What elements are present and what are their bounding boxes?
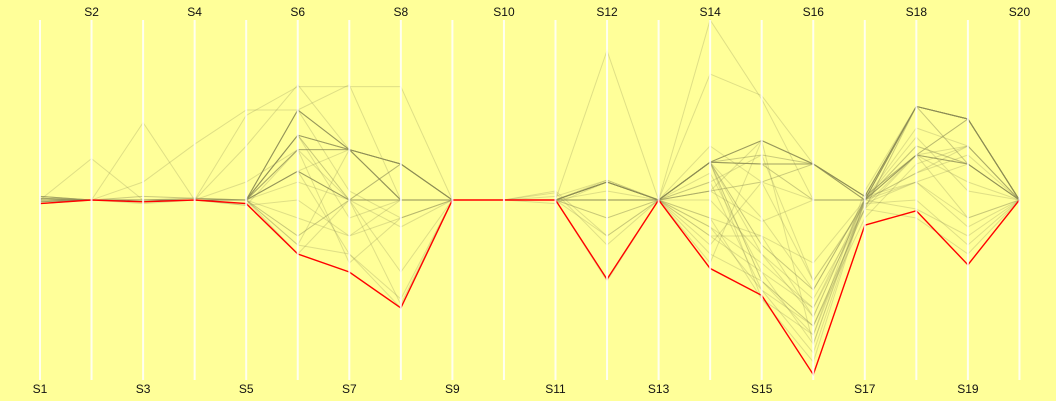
axis-label-s19: S19	[957, 382, 979, 396]
axis-label-s3: S3	[136, 382, 151, 396]
axis-label-s17: S17	[854, 382, 876, 396]
polylines-layer	[39, 18, 1020, 377]
axis-label-s15: S15	[751, 382, 773, 396]
axis-label-s14: S14	[699, 5, 721, 19]
axis-label-s18: S18	[906, 5, 928, 19]
axis-label-s12: S12	[596, 5, 618, 19]
axis-label-s9: S9	[445, 382, 460, 396]
highlighted-series-line	[39, 198, 1020, 377]
axis-label-s4: S4	[187, 5, 202, 19]
axis-label-s13: S13	[648, 382, 670, 396]
axis-label-s5: S5	[239, 382, 254, 396]
series-line	[40, 84, 1020, 355]
axis-label-s11: S11	[545, 382, 566, 396]
axis-label-s16: S16	[803, 5, 825, 19]
axes-layer	[39, 20, 1021, 380]
axis-label-s10: S10	[493, 5, 515, 19]
axis-label-s1: S1	[33, 382, 48, 396]
axis-label-s8: S8	[394, 5, 409, 19]
axis-label-s2: S2	[84, 5, 99, 19]
axis-label-s7: S7	[342, 382, 357, 396]
axis-labels-layer: S1 S2 S3 S4 S5 S6 S7 S8 S9 S10 S11 S12 S13 S14 S15 S16 S…	[33, 5, 1031, 396]
axis-label-s6: S6	[290, 5, 305, 19]
axis-label-s20: S20	[1009, 5, 1031, 19]
